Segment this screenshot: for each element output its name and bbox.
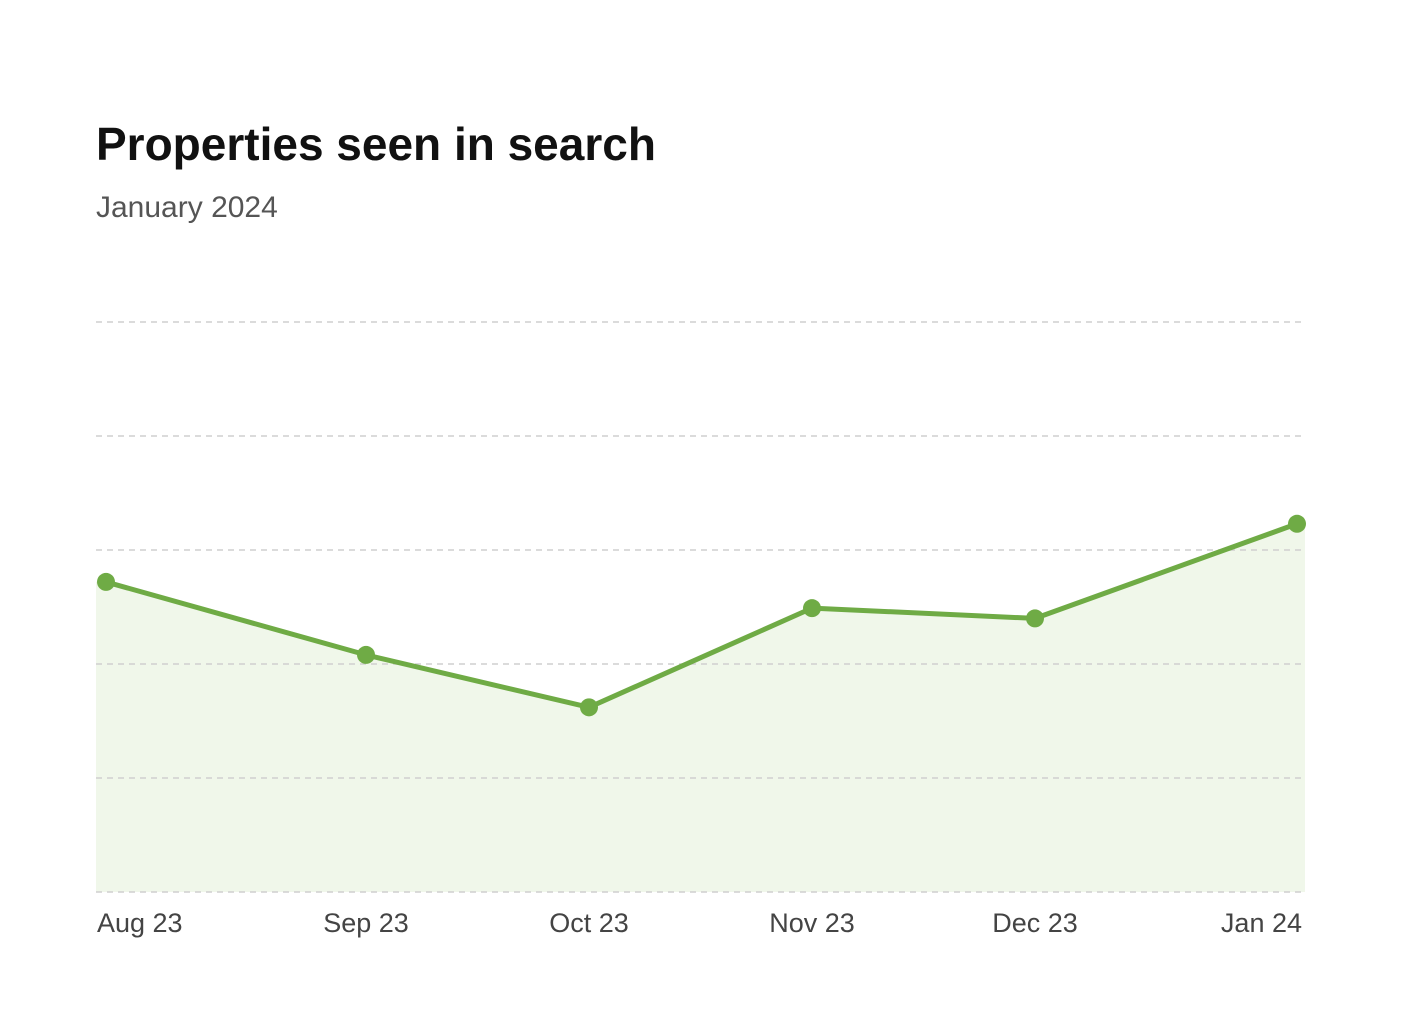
x-tick-label: Nov 23 xyxy=(769,908,855,938)
data-point xyxy=(97,572,115,591)
data-point xyxy=(357,645,375,664)
x-tick-label: Aug 23 xyxy=(97,908,183,938)
data-point xyxy=(1288,514,1306,533)
x-tick-label: Oct 23 xyxy=(549,908,629,938)
chart-title: Properties seen in search xyxy=(96,118,656,170)
x-tick-label: Dec 23 xyxy=(992,908,1078,938)
chart-subtitle: January 2024 xyxy=(96,191,278,224)
area-fill xyxy=(96,523,1305,892)
line xyxy=(105,521,1298,710)
data-point xyxy=(803,599,821,618)
data-point xyxy=(1026,609,1044,628)
x-tick-label: Jan 24 xyxy=(1221,908,1302,938)
data-point xyxy=(580,698,598,717)
x-tick-label: Sep 23 xyxy=(323,908,409,938)
